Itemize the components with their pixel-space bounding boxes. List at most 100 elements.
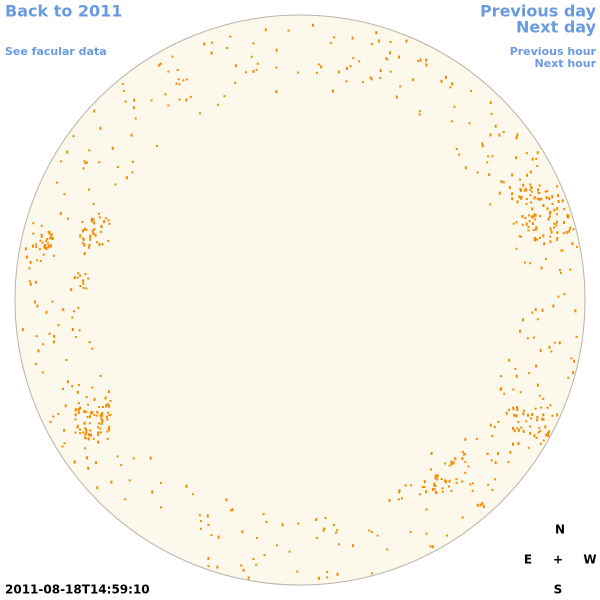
facula [557, 194, 560, 198]
facula [99, 414, 102, 418]
facula [178, 98, 181, 101]
facula [81, 242, 84, 245]
facula [558, 269, 561, 272]
facula [386, 548, 389, 551]
facula [450, 462, 453, 466]
facula [252, 42, 255, 45]
facula [464, 437, 467, 441]
facula [568, 229, 571, 233]
facula [85, 456, 88, 460]
facula [476, 503, 479, 507]
facula [423, 480, 426, 484]
facula [82, 282, 85, 285]
prev-day-link[interactable]: Previous day [480, 2, 597, 21]
facula [542, 439, 545, 442]
facula [464, 460, 467, 463]
facula [101, 405, 104, 408]
facula [86, 161, 89, 164]
facula [450, 460, 453, 464]
facula [199, 520, 202, 523]
facula [244, 71, 247, 74]
facula [93, 221, 96, 225]
facula [297, 71, 300, 74]
facula [468, 122, 471, 125]
facula [88, 341, 91, 344]
facula [79, 234, 82, 238]
facula [207, 523, 210, 526]
facula [534, 237, 537, 241]
facula [467, 465, 470, 468]
facula [547, 217, 550, 221]
facula [471, 489, 474, 492]
facula [88, 245, 91, 249]
facula [398, 489, 401, 493]
facula [83, 160, 86, 163]
facula [434, 474, 437, 477]
facula [548, 345, 551, 349]
prev-hour-link[interactable]: Previous hour [510, 45, 597, 58]
next-day-link[interactable]: Next day [516, 18, 597, 37]
facula [497, 420, 500, 423]
facula [90, 217, 93, 220]
facula [93, 397, 96, 401]
facula [94, 233, 97, 237]
facula [42, 253, 45, 256]
facula [533, 196, 536, 199]
facula [34, 280, 37, 284]
facula [35, 243, 38, 246]
facula [440, 79, 443, 83]
facula [62, 387, 65, 390]
facula [556, 207, 559, 211]
facula [536, 415, 539, 419]
facula [265, 520, 268, 523]
facula [491, 435, 494, 438]
facula [62, 308, 65, 312]
facula [499, 387, 502, 391]
facula [536, 164, 539, 167]
facula [107, 390, 110, 394]
facula [538, 197, 541, 201]
faculae [21, 23, 579, 580]
facula [490, 112, 493, 115]
facula [540, 266, 543, 270]
facula [526, 173, 529, 177]
facula [52, 415, 55, 418]
facula [334, 531, 337, 534]
facula [263, 554, 266, 557]
facula [94, 461, 97, 465]
facula [65, 358, 68, 361]
facula [431, 545, 434, 549]
facula [469, 483, 472, 486]
facula [106, 403, 109, 406]
facula [469, 89, 472, 92]
facula [540, 406, 543, 409]
facula [81, 229, 84, 233]
facula [471, 482, 474, 485]
facula [85, 396, 88, 399]
facula [149, 456, 152, 460]
facula [85, 410, 88, 413]
facula [177, 78, 180, 81]
facula [252, 557, 255, 560]
facula [436, 478, 439, 481]
facula [45, 310, 48, 314]
facula [508, 358, 511, 362]
next-hour-link[interactable]: Next hour [535, 57, 597, 70]
facula [574, 309, 577, 313]
facula [74, 336, 77, 339]
facula [515, 414, 518, 418]
facula [389, 70, 392, 73]
facula [398, 491, 401, 494]
facula [90, 410, 93, 414]
facula [538, 192, 541, 195]
facula [88, 188, 91, 191]
facula [450, 489, 453, 492]
facula [419, 493, 422, 496]
facular-link[interactable]: See facular data [5, 45, 107, 58]
timestamp: 2011-08-18T14:59:10 [5, 583, 150, 597]
facula [379, 69, 382, 73]
back-link[interactable]: Back to 2011 [5, 2, 122, 21]
facula [191, 493, 194, 496]
facula [549, 240, 552, 244]
facula [70, 288, 73, 292]
